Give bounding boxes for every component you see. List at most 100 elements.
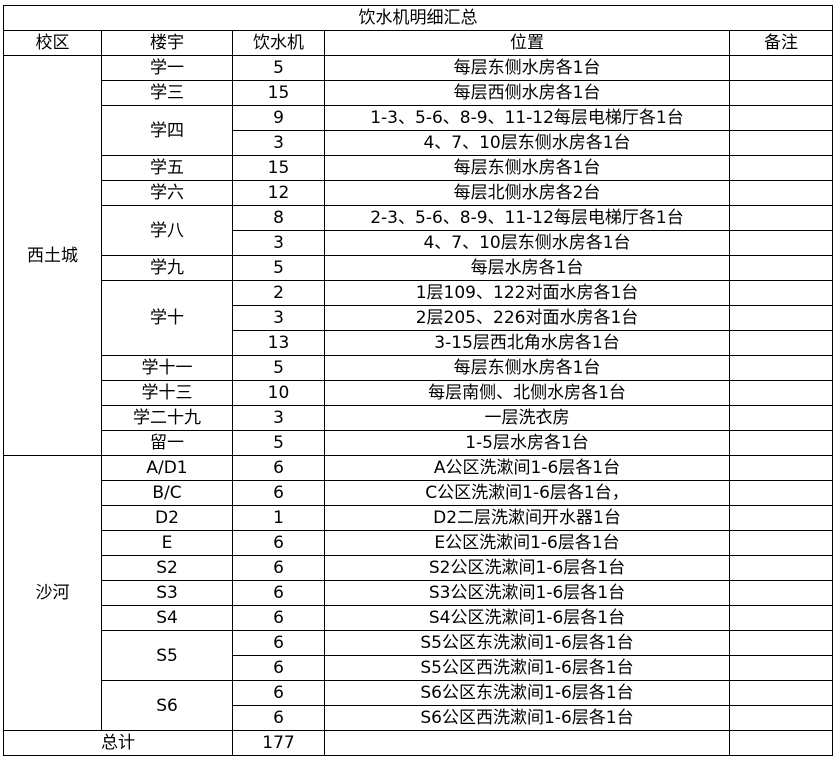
table-row: 学三 15 每层西侧水房各1台 bbox=[4, 80, 833, 106]
dispenser-count-cell: 1 bbox=[232, 505, 325, 531]
dispenser-count-cell: 3 bbox=[232, 405, 325, 431]
building-cell: 学四 bbox=[101, 105, 233, 156]
building-cell: 学八 bbox=[101, 205, 233, 256]
notes-cell bbox=[729, 80, 833, 106]
dispenser-count-cell: 5 bbox=[232, 55, 325, 81]
table-row: S3 6 S3公区洗漱间1-6层各1台 bbox=[4, 580, 833, 606]
building-cell: S3 bbox=[101, 580, 233, 606]
table-row: 6 S5公区西洗漱间1-6层各1台 bbox=[4, 655, 833, 681]
notes-cell bbox=[729, 605, 833, 631]
location-cell: S4公区洗漱间1-6层各1台 bbox=[324, 605, 730, 631]
building-cell: S4 bbox=[101, 605, 233, 631]
table-row: 13 3-15层西北角水房各1台 bbox=[4, 330, 833, 356]
header-dispenser-count: 饮水机 bbox=[232, 30, 325, 56]
notes-cell bbox=[729, 580, 833, 606]
location-cell: S5公区东洗漱间1-6层各1台 bbox=[324, 630, 730, 656]
campus-cell: 沙河 bbox=[3, 455, 102, 731]
header-notes: 备注 bbox=[729, 30, 833, 56]
table-row: 学十一 5 每层东侧水房各1台 bbox=[4, 355, 833, 381]
title-row: 饮水机明细汇总 bbox=[3, 5, 833, 31]
notes-cell bbox=[729, 205, 833, 231]
building-cell: 学二十九 bbox=[101, 405, 233, 431]
dispenser-count-cell: 13 bbox=[232, 330, 325, 356]
building-cell: 留一 bbox=[101, 430, 233, 456]
location-cell: 1层109、122对面水房各1台 bbox=[324, 280, 730, 306]
table-row: 留一 5 1-5层水房各1台 bbox=[4, 430, 833, 456]
location-cell: 1-5层水房各1台 bbox=[324, 430, 730, 456]
table-title: 饮水机明细汇总 bbox=[3, 5, 833, 31]
table-row: D2 1 D2二层洗漱间开水器1台 bbox=[4, 505, 833, 531]
building-cell: 学一 bbox=[101, 55, 233, 81]
table-row: E 6 E公区洗漱间1-6层各1台 bbox=[4, 530, 833, 556]
location-cell: E公区洗漱间1-6层各1台 bbox=[324, 530, 730, 556]
table-row: 学五 15 每层东侧水房各1台 bbox=[4, 155, 833, 181]
location-cell: S3公区洗漱间1-6层各1台 bbox=[324, 580, 730, 606]
location-cell: S6公区西洗漱间1-6层各1台 bbox=[324, 705, 730, 731]
notes-cell bbox=[729, 430, 833, 456]
table-row: 沙河 A/D1 6 A公区洗漱间1-6层各1台 bbox=[3, 455, 833, 731]
table-row: 学二十九 3 一层洗衣房 bbox=[4, 405, 833, 431]
notes-cell bbox=[729, 630, 833, 656]
notes-cell bbox=[729, 280, 833, 306]
dispenser-count-cell: 6 bbox=[232, 655, 325, 681]
notes-cell bbox=[729, 380, 833, 406]
location-cell: 1-3、5-6、8-9、11-12每层电梯厅各1台 bbox=[324, 105, 730, 131]
location-cell: S2公区洗漱间1-6层各1台 bbox=[324, 555, 730, 581]
building-cell: S5 bbox=[101, 630, 233, 681]
location-cell: 每层东侧水房各1台 bbox=[324, 155, 730, 181]
dispenser-count-cell: 3 bbox=[232, 230, 325, 256]
dispenser-count-cell: 15 bbox=[232, 155, 325, 181]
dispenser-count-cell: 9 bbox=[232, 105, 325, 131]
campus-cell: 西土城 bbox=[3, 55, 102, 456]
location-cell: 每层北侧水房各2台 bbox=[324, 180, 730, 206]
table-row: 学十三 10 每层南侧、北侧水房各1台 bbox=[4, 380, 833, 406]
dispenser-count-cell: 6 bbox=[232, 630, 325, 656]
water-dispenser-table: 饮水机明细汇总 校区 楼宇 饮水机 位置 备注 西土城 学一 5 每层东侧水房各1台学… bbox=[3, 5, 833, 756]
total-label: 总计 bbox=[3, 730, 233, 756]
dispenser-count-cell: 3 bbox=[232, 130, 325, 156]
table-row: 学九 5 每层水房各1台 bbox=[4, 255, 833, 281]
building-cell: S2 bbox=[101, 555, 233, 581]
header-location: 位置 bbox=[324, 30, 730, 56]
table-row: 学八 8 2-3、5-6、8-9、11-12每层电梯厅各1台 bbox=[4, 205, 833, 256]
building-cell: D2 bbox=[101, 505, 233, 531]
notes-cell bbox=[729, 255, 833, 281]
notes-cell bbox=[729, 705, 833, 731]
dispenser-count-cell: 2 bbox=[232, 280, 325, 306]
table-row: S2 6 S2公区洗漱间1-6层各1台 bbox=[4, 555, 833, 581]
notes-cell bbox=[729, 305, 833, 331]
location-cell: A公区洗漱间1-6层各1台 bbox=[324, 455, 730, 481]
building-cell: B/C bbox=[101, 480, 233, 506]
header-row: 校区 楼宇 饮水机 位置 备注 bbox=[3, 30, 833, 56]
location-cell: 4、7、10层东侧水房各1台 bbox=[324, 130, 730, 156]
location-cell: 每层南侧、北侧水房各1台 bbox=[324, 380, 730, 406]
notes-cell bbox=[729, 480, 833, 506]
table-row: 西土城 学一 5 每层东侧水房各1台 bbox=[3, 55, 833, 456]
header-building: 楼宇 bbox=[101, 30, 233, 56]
dispenser-count-cell: 6 bbox=[232, 605, 325, 631]
notes-cell bbox=[729, 530, 833, 556]
location-cell: 每层水房各1台 bbox=[324, 255, 730, 281]
notes-cell bbox=[729, 405, 833, 431]
table-row: 学六 12 每层北侧水房各2台 bbox=[4, 180, 833, 206]
dispenser-count-cell: 8 bbox=[232, 205, 325, 231]
table-row: 学四 9 1-3、5-6、8-9、11-12每层电梯厅各1台 bbox=[4, 105, 833, 156]
location-cell: S5公区西洗漱间1-6层各1台 bbox=[324, 655, 730, 681]
notes-cell bbox=[729, 180, 833, 206]
building-cell: 学十 bbox=[101, 280, 233, 356]
table-row: S6 6 S6公区东洗漱间1-6层各1台 bbox=[4, 680, 833, 731]
notes-cell bbox=[729, 680, 833, 706]
dispenser-count-cell: 3 bbox=[232, 305, 325, 331]
building-cell: 学九 bbox=[101, 255, 233, 281]
dispenser-count-cell: 10 bbox=[232, 380, 325, 406]
notes-cell bbox=[729, 330, 833, 356]
location-cell: 4、7、10层东侧水房各1台 bbox=[324, 230, 730, 256]
dispenser-count-cell: 6 bbox=[232, 580, 325, 606]
building-cell: E bbox=[101, 530, 233, 556]
notes-cell bbox=[729, 55, 833, 81]
dispenser-count-cell: 6 bbox=[232, 455, 325, 481]
notes-cell bbox=[729, 455, 833, 481]
header-campus: 校区 bbox=[3, 30, 102, 56]
notes-cell bbox=[729, 555, 833, 581]
table-row: S5 6 S5公区东洗漱间1-6层各1台 bbox=[4, 630, 833, 681]
